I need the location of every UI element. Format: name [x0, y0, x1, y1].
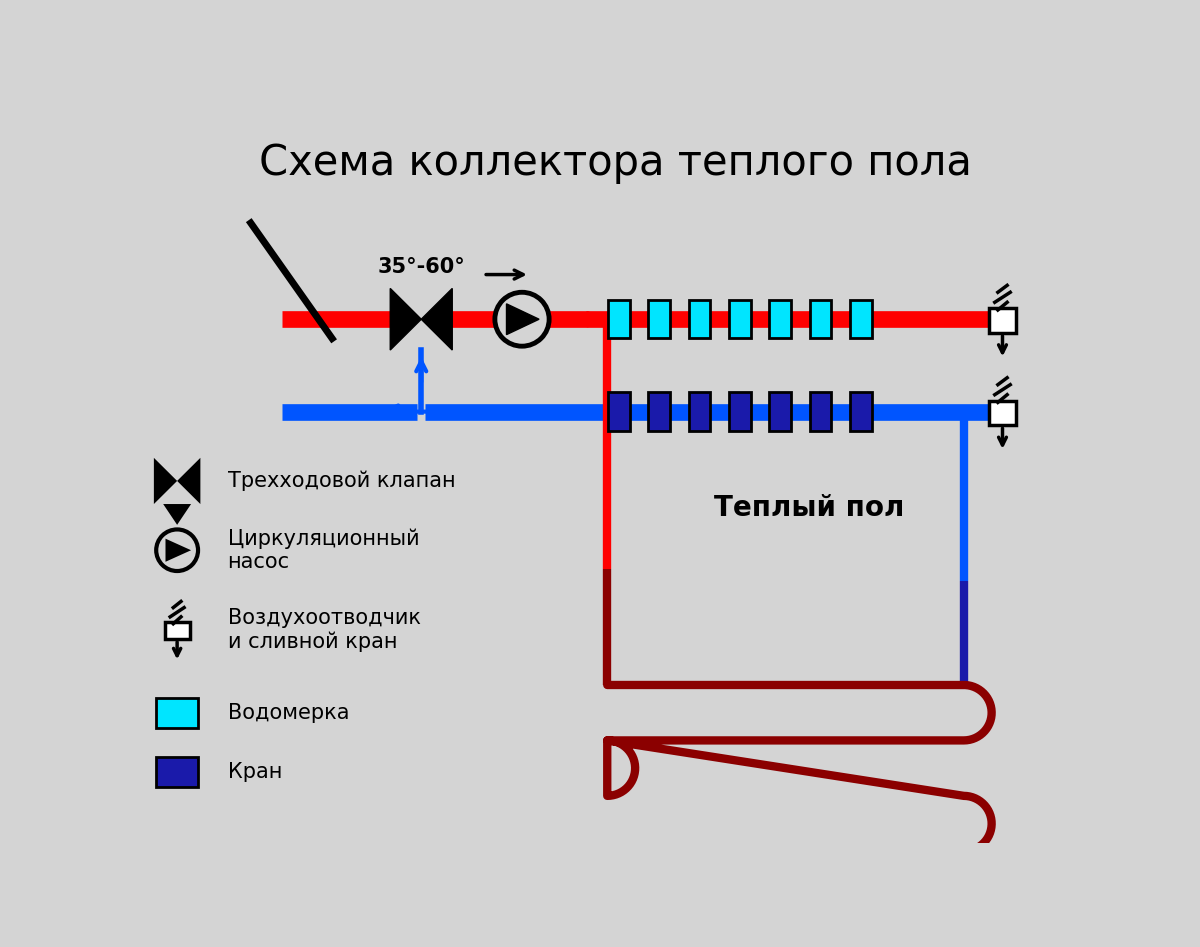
Bar [156, 698, 198, 728]
Text: Циркуляционный
насос: Циркуляционный насос [228, 528, 419, 572]
Polygon shape [178, 457, 200, 504]
Text: 35°-60°: 35°-60° [377, 257, 466, 277]
Bar [989, 401, 1016, 425]
Bar [156, 757, 198, 787]
Bar [728, 392, 751, 431]
Text: Водомерка: Водомерка [228, 703, 349, 724]
Polygon shape [154, 457, 178, 504]
Bar [810, 392, 832, 431]
Text: Трехходовой клапан: Трехходовой клапан [228, 471, 455, 491]
Bar [769, 392, 791, 431]
Bar [810, 300, 832, 338]
Bar [850, 392, 871, 431]
Bar [689, 392, 710, 431]
Text: Схема коллектора теплого пола: Схема коллектора теплого пола [258, 142, 972, 184]
Polygon shape [166, 539, 191, 562]
Bar [608, 300, 630, 338]
Bar [164, 622, 190, 639]
Bar [728, 300, 751, 338]
Bar [608, 392, 630, 431]
Text: Теплый пол: Теплый пол [714, 494, 904, 522]
Bar [850, 300, 871, 338]
Bar [689, 300, 710, 338]
Bar [769, 300, 791, 338]
Polygon shape [506, 304, 539, 334]
Text: Кран: Кран [228, 762, 282, 782]
Bar [989, 309, 1016, 333]
Polygon shape [163, 504, 191, 525]
Polygon shape [390, 289, 421, 350]
Text: Воздухоотводчик
и сливной кран: Воздухоотводчик и сливной кран [228, 608, 420, 652]
Polygon shape [421, 289, 452, 350]
Bar [648, 300, 670, 338]
Bar [648, 392, 670, 431]
